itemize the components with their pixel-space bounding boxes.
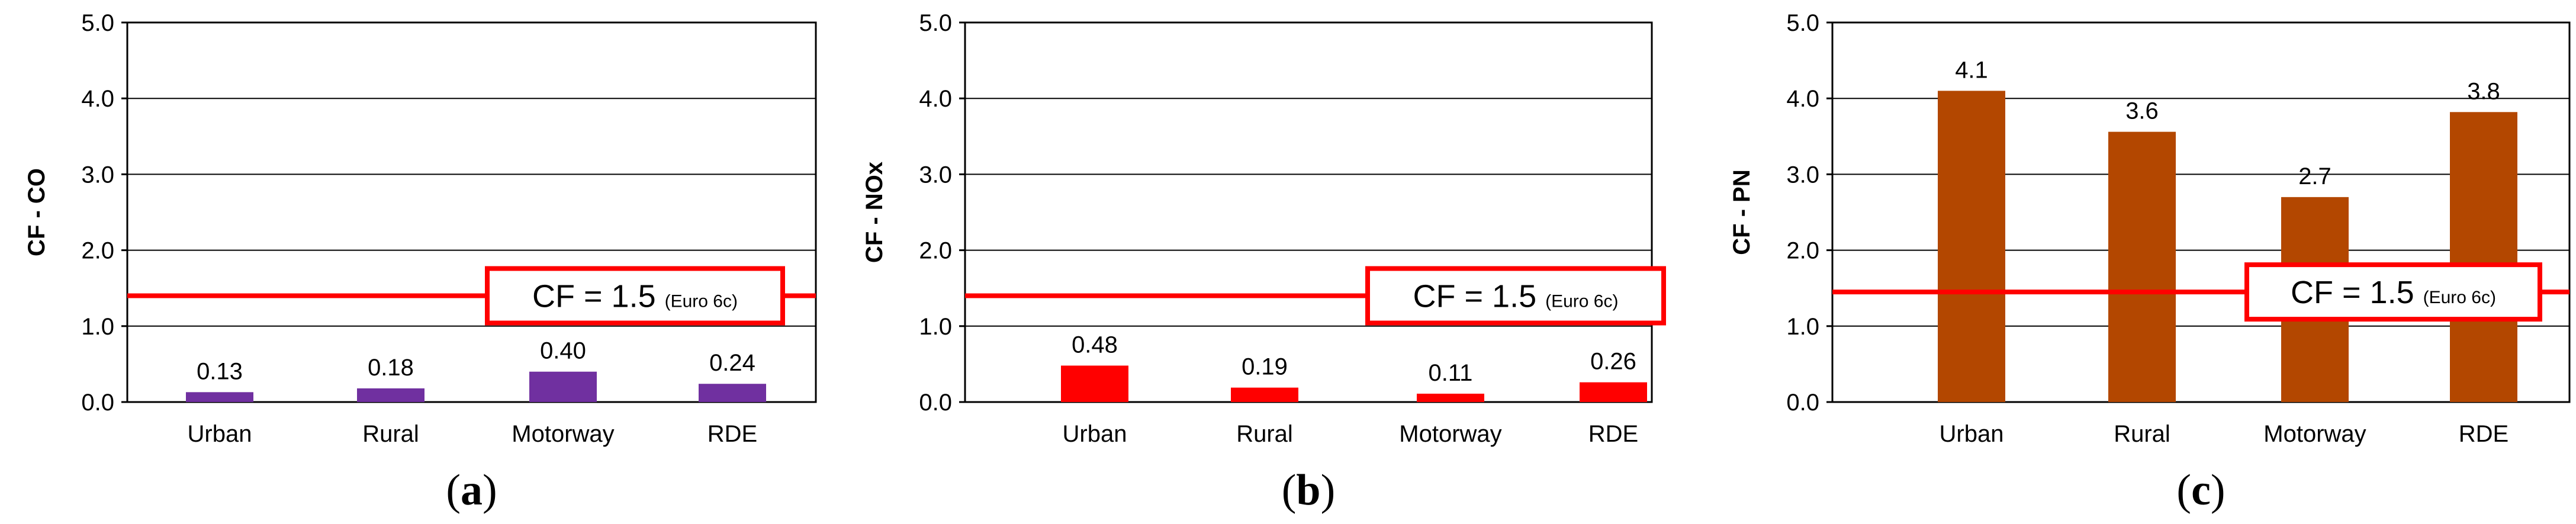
panel-paren-open: ( (446, 466, 461, 515)
cf-annotation-main: CF = 1.5 (1413, 279, 1546, 314)
bar (2450, 112, 2517, 402)
y-tick-label: 2.0 (919, 238, 952, 264)
y-tick-label: 3.0 (919, 162, 952, 188)
cf-annotation-main: CF = 1.5 (2291, 275, 2423, 310)
x-category-label: RDE (1588, 421, 1638, 447)
data-label: 0.48 (1072, 332, 1118, 358)
y-tick-label: 0.0 (919, 390, 952, 416)
y-tick-label: 4.0 (1786, 86, 1819, 112)
panel-letter: a (461, 466, 483, 515)
y-tick-label: 0.0 (1786, 390, 1819, 416)
chart-panel-c: 0.0 1.0 2.0 3.0 4.0 5.0 CF - PN 4.1 Urban 3.6 Rura… (1717, 0, 2576, 524)
chart-a-svg: 0.0 1.0 2.0 3.0 4.0 5.0 CF - CO 0.13 Urban 0.18 Ru… (24, 10, 817, 515)
cf-annotation-main: CF = 1.5 (532, 279, 665, 314)
panel-label: (a) (446, 466, 497, 515)
chart-panel-b: 0.0 1.0 2.0 3.0 4.0 5.0 CF - NOx 0.48 Urban 0.19 R… (858, 0, 1717, 524)
x-category-label: Urban (188, 421, 252, 447)
bar (186, 392, 253, 402)
x-category-label: Urban (1063, 421, 1127, 447)
cf-annotation-box (2244, 262, 2542, 322)
panel-paren-open: ( (1282, 466, 1297, 515)
bar (1061, 365, 1128, 402)
y-tick-label: 3.0 (1786, 162, 1819, 188)
x-category-label: Rural (362, 421, 419, 447)
plot-frame (964, 21, 1653, 403)
y-tick-label: 1.0 (81, 314, 114, 340)
cf-annotation-text: CF = 1.5 (Euro 6c) (2291, 275, 2496, 310)
panel-paren-open: ( (2176, 466, 2191, 515)
y-tick-label: 5.0 (81, 10, 114, 36)
cf-annotation-text: CF = 1.5 (Euro 6c) (1413, 279, 1619, 314)
data-label: 0.24 (709, 350, 755, 376)
bar (699, 384, 766, 402)
panel-paren-close: ) (1321, 466, 1336, 515)
data-label: 2.7 (2298, 163, 2331, 189)
x-category-label: RDE (707, 421, 757, 447)
y-tick-label: 2.0 (81, 238, 114, 264)
data-label: 0.13 (197, 358, 243, 384)
y-tick-label: 5.0 (919, 10, 952, 36)
y-axis-label: CF - NOx (861, 162, 887, 263)
y-tick-label: 3.0 (81, 162, 114, 188)
data-label: 3.8 (2467, 78, 2500, 104)
data-label: 0.19 (1242, 354, 1288, 380)
cf-annotation-box (1365, 266, 1666, 326)
panel-paren-close: ) (2211, 466, 2226, 515)
plot-frame (1831, 21, 2571, 403)
panel-letter: b (1296, 466, 1320, 515)
x-category-label: Rural (2114, 421, 2170, 447)
bar (1231, 387, 1298, 402)
bar (1938, 91, 2005, 402)
y-tick-label: 4.0 (919, 86, 952, 112)
bar (2108, 131, 2176, 402)
x-category-label: Rural (1236, 421, 1293, 447)
panel-paren-close: ) (483, 466, 497, 515)
data-label: 0.18 (368, 355, 414, 381)
cf-annotation-small: (Euro 6c) (2423, 288, 2496, 307)
y-tick-label: 5.0 (1786, 10, 1819, 36)
plot-frame (126, 21, 817, 403)
y-axis-label: CF - PN (1729, 169, 1755, 255)
chart-b-svg: 0.0 1.0 2.0 3.0 4.0 5.0 CF - NOx 0.48 Urban 0.19 R… (861, 10, 1666, 515)
bar (529, 371, 597, 402)
x-category-label: Motorway (1399, 421, 1501, 447)
y-tick-label: 2.0 (1786, 238, 1819, 264)
chart-c-svg: 0.0 1.0 2.0 3.0 4.0 5.0 CF - PN 4.1 Urban 3.6 Rura… (1729, 10, 2571, 515)
cf-annotation-small: (Euro 6c) (665, 292, 738, 311)
y-tick-label: 4.0 (81, 86, 114, 112)
cf-annotation-small: (Euro 6c) (1545, 292, 1618, 311)
y-tick-label: 1.0 (1786, 314, 1819, 340)
data-label: 3.6 (2125, 98, 2159, 124)
data-label: 0.40 (540, 338, 586, 364)
cf-annotation-text: CF = 1.5 (Euro 6c) (532, 279, 738, 314)
x-category-label: RDE (2459, 421, 2509, 447)
panel-label: (b) (1282, 466, 1335, 515)
bar (1580, 382, 1647, 402)
y-tick-label: 1.0 (919, 314, 952, 340)
chart-panel-a: 0.0 1.0 2.0 3.0 4.0 5.0 CF - CO 0.13 Urban 0.18 Ru… (0, 0, 858, 524)
panel-label: (c) (2176, 466, 2225, 515)
bar (1417, 393, 1484, 402)
cf-annotation-box (485, 266, 785, 326)
panel-letter: c (2191, 466, 2211, 515)
x-category-label: Urban (1940, 421, 2004, 447)
bar (357, 388, 424, 402)
y-axis-label: CF - CO (24, 168, 50, 256)
data-label: 4.1 (1955, 57, 1988, 83)
data-label: 0.11 (1429, 360, 1473, 386)
x-category-label: Motorway (2263, 421, 2366, 447)
x-category-label: Motorway (512, 421, 614, 447)
y-tick-label: 0.0 (81, 390, 114, 416)
data-label: 0.26 (1590, 349, 1636, 375)
